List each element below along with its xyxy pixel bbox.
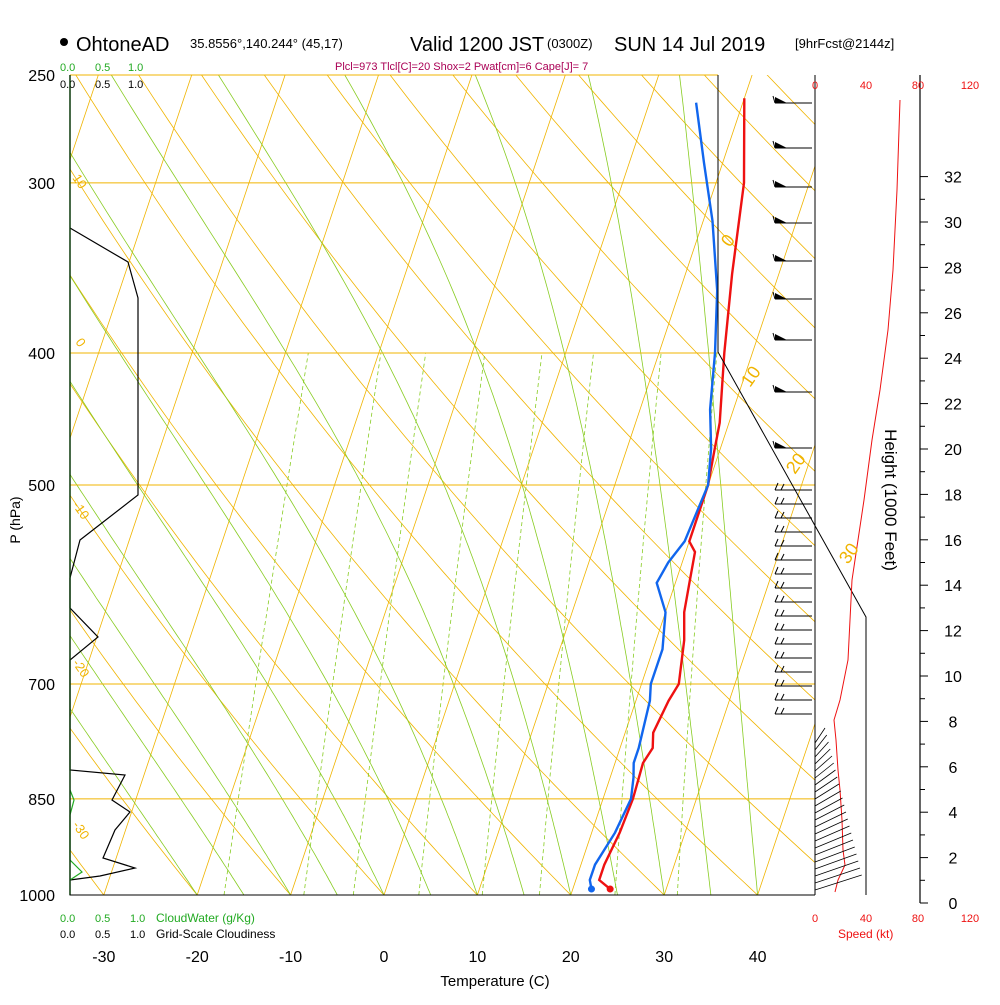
cloudiness-tick: 1.0 xyxy=(128,79,143,91)
height-tick-label: 22 xyxy=(944,397,962,414)
height-tick-label: 28 xyxy=(944,260,962,277)
cloudiness-tick: 0.5 xyxy=(95,929,110,941)
xlabel: Temperature (C) xyxy=(440,973,549,990)
temperature-tick-label: 10 xyxy=(469,949,487,966)
temperature-tick-label: 30 xyxy=(655,949,673,966)
station-coords: 35.8556°,140.244° (45,17) xyxy=(190,36,343,51)
speed-tick-label: 0 xyxy=(812,80,818,92)
valid-date: SUN 14 Jul 2019 xyxy=(614,34,765,56)
pressure-label: 500 xyxy=(28,478,55,495)
cloudwater-top-ticks: 0.0 0.5 1.0 xyxy=(60,62,143,74)
height-tick-label: 6 xyxy=(949,760,958,777)
cloudiness-tick: 1.0 xyxy=(130,929,145,941)
speed-label: Speed (kt) xyxy=(838,927,893,941)
valid-utc: (0300Z) xyxy=(547,36,593,51)
height-tick-label: 10 xyxy=(944,669,962,686)
height-tick-label: 26 xyxy=(944,306,962,323)
temperature-tick-label: 40 xyxy=(749,949,767,966)
cloudiness-label: Grid-Scale Cloudiness xyxy=(156,927,275,941)
height-tick-label: 20 xyxy=(944,442,962,459)
temperature-tick-label: -30 xyxy=(92,949,115,966)
pressure-label: 700 xyxy=(28,677,55,694)
cloudwater-tick: 1.0 xyxy=(128,62,143,74)
cloudiness-top-ticks: 0.0 0.5 1.0 xyxy=(60,79,143,91)
speed-tick-label: 40 xyxy=(860,80,872,92)
speed-tick-label: 80 xyxy=(912,80,924,92)
height-tick-label: 2 xyxy=(949,851,958,868)
pressure-label: 850 xyxy=(28,792,55,809)
cloudwater-tick: 0.5 xyxy=(95,62,110,74)
pressure-label: 300 xyxy=(28,176,55,193)
valid-time: Valid 1200 JST xyxy=(410,34,544,56)
pressure-label: 250 xyxy=(28,68,55,85)
height-tick-label: 18 xyxy=(944,487,962,504)
height-tick-label: 8 xyxy=(949,714,958,731)
cloudwater-tick: 1.0 xyxy=(130,913,145,925)
speed-tick-label: 80 xyxy=(912,913,924,925)
height-tick-label: 32 xyxy=(944,170,962,187)
height-tick-label: 12 xyxy=(944,624,962,641)
station-bullet-icon xyxy=(60,38,68,46)
sounding-indices: Plcl=973 Tlcl[C]=20 Shox=2 Pwat[cm]=6 Ca… xyxy=(335,61,588,73)
temperature-tick-label: 20 xyxy=(562,949,580,966)
cloudwater-tick: 0.5 xyxy=(95,913,110,925)
surface-temp-marker xyxy=(607,886,614,893)
height-tick-label: 30 xyxy=(944,215,962,232)
pressure-label: 1000 xyxy=(19,888,55,905)
station-name: OhtoneAD xyxy=(76,34,169,56)
height-tick-label: 14 xyxy=(944,578,962,595)
temperature-tick-label: -20 xyxy=(186,949,209,966)
forecast-info: [9hrFcst@2144z] xyxy=(795,36,894,51)
surface-dew-marker xyxy=(588,886,595,893)
speed-tick-label: 40 xyxy=(860,913,872,925)
pressure-label: 400 xyxy=(28,346,55,363)
cloudwater-label: CloudWater (g/Kg) xyxy=(156,911,255,925)
cloudiness-tick: 0.0 xyxy=(60,929,75,941)
cloudiness-tick: 0.0 xyxy=(60,79,75,91)
temperature-tick-label: 0 xyxy=(380,949,389,966)
cloudwater-tick: 0.0 xyxy=(60,913,75,925)
height-tick-label: 4 xyxy=(949,805,958,822)
cloudiness-tick: 0.5 xyxy=(95,79,110,91)
speed-tick-label: 0 xyxy=(812,913,818,925)
speed-tick-label: 120 xyxy=(961,913,979,925)
height-tick-label: 16 xyxy=(944,533,962,550)
height-label: Height (1000 Feet) xyxy=(881,429,900,571)
height-tick-label: 24 xyxy=(944,351,962,368)
height-tick-label: 0 xyxy=(949,896,958,913)
ylabel: P (hPa) xyxy=(7,496,23,543)
speed-tick-label: 120 xyxy=(961,80,979,92)
cloudwater-tick: 0.0 xyxy=(60,62,75,74)
temperature-tick-label: -10 xyxy=(279,949,302,966)
